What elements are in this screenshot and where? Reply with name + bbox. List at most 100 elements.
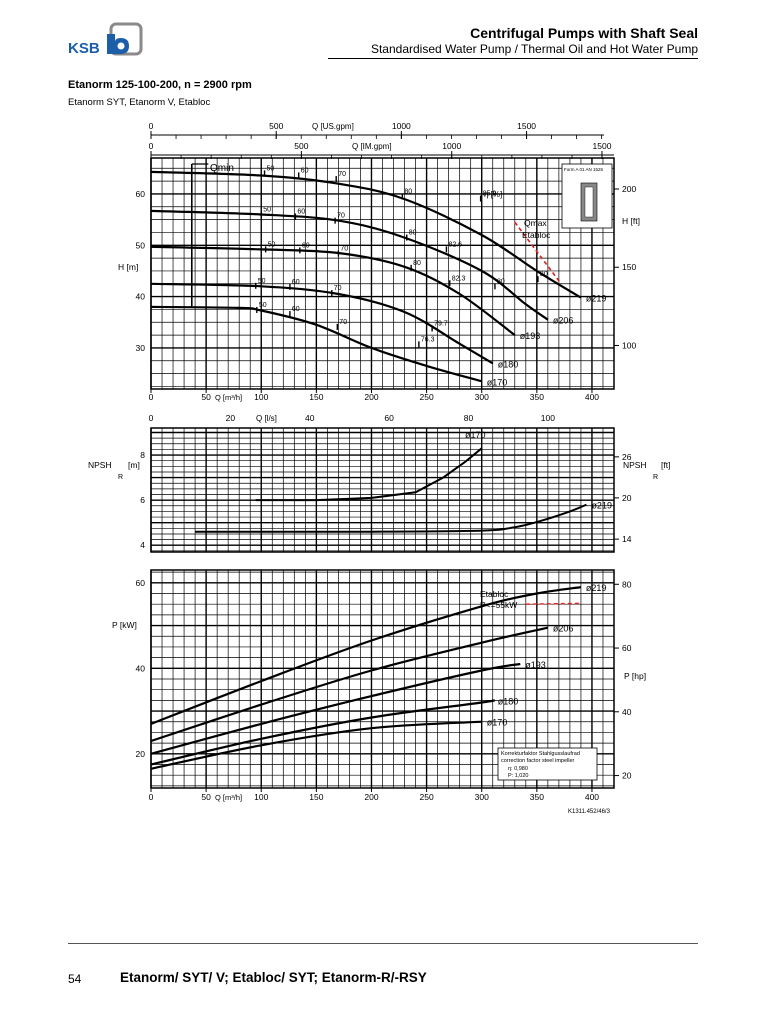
ls-axis-label: Q [l/s] bbox=[256, 414, 277, 423]
curve-label: ø206 bbox=[553, 316, 574, 326]
efficiency-label: 70 bbox=[338, 171, 346, 178]
x-tick-label: 300 bbox=[475, 392, 489, 402]
y2-tick-label: 200 bbox=[622, 184, 636, 194]
correction-factor-box bbox=[497, 747, 598, 781]
ls-axis-tick-label: 0 bbox=[149, 413, 154, 423]
y-tick-label: 8 bbox=[140, 450, 145, 460]
efficiency-label: 70 bbox=[339, 319, 347, 326]
efficiency-label: 50 bbox=[268, 241, 276, 248]
efficiency-label: 60 bbox=[302, 242, 310, 249]
y-axis-label: P [kW] bbox=[112, 620, 137, 630]
curve-label: ø180 bbox=[498, 696, 519, 706]
correction-power: P: 1,020 bbox=[508, 773, 529, 779]
correction-heading-en: correction factor steel impeller bbox=[501, 758, 575, 764]
x-tick-label: 200 bbox=[364, 392, 378, 402]
curve-d206 bbox=[150, 626, 549, 743]
top-axis-tick-label: 500 bbox=[269, 121, 283, 131]
x-tick-label: 150 bbox=[309, 792, 323, 802]
curve-label: ø193 bbox=[525, 660, 546, 670]
ls-axis-tick-label: 100 bbox=[541, 413, 555, 423]
chart-title: Etanorm 125-100-200, n = 2900 rpm bbox=[68, 79, 252, 91]
efficiency-label: 60 bbox=[301, 167, 309, 174]
x-tick-label: 0 bbox=[149, 792, 154, 802]
y2-tick-label: 40 bbox=[622, 707, 632, 717]
x-tick-label: 400 bbox=[585, 792, 599, 802]
top-axis-tick-label: 1000 bbox=[442, 141, 461, 151]
x-tick-label: 200 bbox=[364, 792, 378, 802]
efficiency-label: 80 bbox=[540, 271, 548, 278]
y2-tick-label: 60 bbox=[622, 643, 632, 653]
curve-d219 bbox=[150, 586, 582, 725]
power-limit-label: P<=55kW bbox=[480, 600, 517, 610]
plot-frame bbox=[150, 569, 615, 789]
efficiency-label: 50 bbox=[267, 165, 275, 172]
y-tick-label: 60 bbox=[136, 189, 146, 199]
efficiency-label: 50 bbox=[259, 302, 267, 309]
npsh-curve-d170 bbox=[255, 447, 483, 502]
efficiency-label: 82.3 bbox=[452, 275, 466, 282]
footer-text: Etanorm/ SYT/ V; Etabloc/ SYT; Etanorm-R… bbox=[120, 970, 427, 985]
chart-subtitle: Etanorm SYT, Etanorm V, Etabloc bbox=[68, 97, 211, 108]
ls-axis-tick-label: 40 bbox=[305, 413, 315, 423]
correction-eta: η: 0,980 bbox=[508, 766, 528, 772]
eta-label: η [%] bbox=[484, 190, 502, 199]
x-tick-label: 350 bbox=[530, 792, 544, 802]
y-tick-label: 4 bbox=[140, 540, 145, 550]
y2-axis-label: P [hp] bbox=[624, 671, 646, 681]
efficiency-label: 85.9 bbox=[483, 191, 497, 198]
x-tick-label: 50 bbox=[201, 392, 211, 402]
top-axis-tick-label: 0 bbox=[149, 141, 154, 151]
y-tick-label: 30 bbox=[136, 343, 146, 353]
top-axis-tick-label: 500 bbox=[294, 141, 308, 151]
curve-d219 bbox=[195, 503, 587, 533]
ksb-logo: KSB bbox=[67, 22, 147, 58]
curve-label: ø219 bbox=[591, 501, 612, 511]
curve-label: ø170 bbox=[487, 718, 508, 728]
ls-axis-tick-label: 60 bbox=[384, 413, 394, 423]
page-number: 54 bbox=[68, 972, 82, 986]
efficiency-label: 80 bbox=[404, 189, 412, 196]
form-label: Form A 01 AN 1526 bbox=[564, 167, 604, 172]
y-axis-label-unit: [m] bbox=[128, 460, 140, 470]
curve-d170 bbox=[150, 305, 482, 383]
x-tick-label: 100 bbox=[254, 792, 268, 802]
efficiency-label: 50 bbox=[263, 206, 271, 213]
x-tick-label: 300 bbox=[475, 792, 489, 802]
curve-label: ø219 bbox=[586, 294, 607, 304]
y-tick-label: 20 bbox=[136, 749, 146, 759]
efficiency-label: 50 bbox=[258, 278, 266, 285]
y2-axis-label: NPSH bbox=[623, 460, 647, 470]
curve-label: ø219 bbox=[586, 583, 607, 593]
y-tick-label: 50 bbox=[136, 240, 146, 250]
y2-tick-label: 20 bbox=[622, 771, 632, 781]
plot-frame bbox=[150, 427, 615, 553]
efficiency-label: 60 bbox=[297, 209, 305, 216]
efficiency-label: 79.7 bbox=[434, 320, 448, 327]
ls-axis-tick-label: 80 bbox=[464, 413, 474, 423]
y2-tick-label: 20 bbox=[622, 493, 632, 503]
etabloc-label: Etabloc bbox=[522, 230, 551, 240]
curve-d206 bbox=[150, 209, 549, 321]
efficiency-label: 70 bbox=[334, 285, 342, 292]
curve-label: ø206 bbox=[553, 624, 574, 634]
y2-tick-label: 150 bbox=[622, 262, 636, 272]
efficiency-label: 70 bbox=[340, 245, 348, 252]
efficiency-label: 60 bbox=[292, 306, 300, 313]
curve-label: ø170 bbox=[465, 430, 486, 440]
y-axis-label: NPSH bbox=[88, 460, 112, 470]
footer-rule bbox=[68, 943, 698, 944]
x-tick-label: 100 bbox=[254, 392, 268, 402]
y-tick-label: 6 bbox=[140, 495, 145, 505]
top-axis-tick-label: 1000 bbox=[392, 121, 411, 131]
efficiency-label: 60 bbox=[292, 279, 300, 286]
y2-axis-label-unit: [ft] bbox=[661, 460, 670, 470]
efficiency-label: 80 bbox=[413, 260, 421, 267]
y-tick-label: 40 bbox=[136, 292, 146, 302]
y-axis-label: H [m] bbox=[118, 262, 138, 272]
top-axis-tick-label: 1500 bbox=[593, 141, 612, 151]
plot-frame bbox=[150, 157, 615, 390]
y-axis-label-sub: R bbox=[118, 474, 123, 481]
curve-label: ø193 bbox=[520, 331, 541, 341]
header-subtitle: Standardised Water Pump / Thermal Oil an… bbox=[370, 42, 698, 56]
top-axis-label: Q [IM.gpm] bbox=[352, 142, 392, 151]
